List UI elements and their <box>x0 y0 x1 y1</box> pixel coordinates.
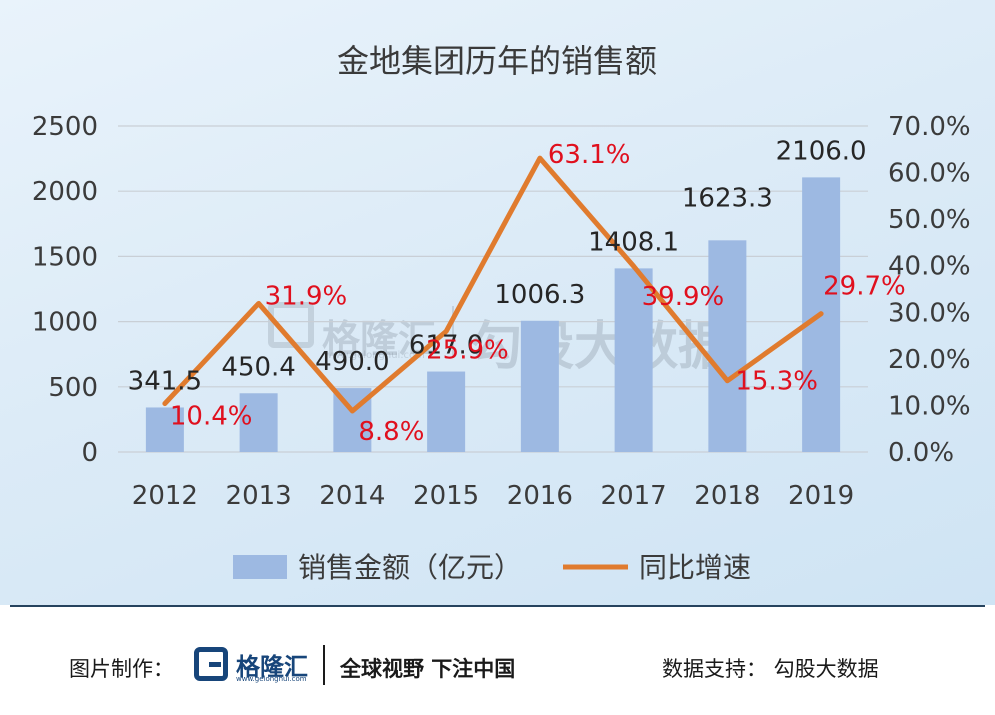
y-right-tick-label: 30.0% <box>888 298 971 328</box>
watermark-logo-icon <box>268 302 314 348</box>
gelonghui-logo-icon <box>194 647 228 681</box>
y-left-tick-label: 1000 <box>32 308 98 338</box>
bar <box>520 320 559 452</box>
bar <box>708 240 747 452</box>
x-tick-label: 2012 <box>132 481 198 511</box>
legend-bar-swatch <box>233 555 287 579</box>
growth-point <box>632 264 636 268</box>
watermark-source: 勾股大数据 <box>470 317 731 377</box>
y-right-tick-label: 20.0% <box>888 345 971 375</box>
growth-value-label: 39.9% <box>642 282 725 312</box>
y-right-tick-label: 60.0% <box>888 159 971 189</box>
growth-point <box>257 301 261 305</box>
bar-value-label: 2106.0 <box>776 136 867 166</box>
chart-area: 格隆汇 www.gelonghui.com 勾股大数据 金地集团历年的销售额 0 5… <box>0 0 995 605</box>
x-tick-label: 2017 <box>601 481 667 511</box>
footer: 图片制作： 格隆汇 www.gelonghui.com 全球视野 下注中国 数据… <box>0 607 995 715</box>
growth-line <box>162 155 824 414</box>
footer-credit-label: 图片制作： <box>69 657 174 681</box>
growth-value-label: 15.3% <box>735 367 818 397</box>
legend-bar-label: 销售金额（亿元） <box>298 551 522 584</box>
y-right-tick-label: 40.0% <box>888 252 971 282</box>
y-right-tick-label: 10.0% <box>888 391 971 421</box>
growth-value-label: 63.1% <box>548 140 631 170</box>
y-right-tick-label: 0.0% <box>888 438 954 468</box>
growth-value-label: 25.9% <box>426 335 509 365</box>
footer-divider <box>10 605 985 607</box>
growth-point <box>350 409 354 413</box>
bar <box>145 407 184 452</box>
growth-point <box>819 312 823 316</box>
bar <box>614 268 653 452</box>
y-left-tick-label: 2500 <box>32 112 98 142</box>
x-tick-label: 2016 <box>507 481 573 511</box>
growth-value-label: 29.7% <box>823 272 906 302</box>
growth-point <box>444 329 448 333</box>
growth-value-label: 31.9% <box>265 281 348 311</box>
chart-title: 金地集团历年的销售额 <box>337 42 657 80</box>
y-left-tick-label: 0 <box>81 438 98 468</box>
footer-separator <box>323 645 325 685</box>
watermark-divider <box>452 306 454 358</box>
bar-value-label: 617.0 <box>409 331 483 361</box>
growth-value-label: 10.4% <box>170 402 253 432</box>
y-left-tick-label: 2000 <box>32 177 98 207</box>
x-tick-label: 2015 <box>413 481 479 511</box>
combo-chart: 金地集团历年的销售额 0 500 1000 1500 2000 2500 0.0% 10.0% 2… <box>32 42 971 584</box>
y-left-tick-label: 500 <box>48 373 98 403</box>
y-right-tick-label: 70.0% <box>888 112 971 142</box>
y-right-tick-label: 50.0% <box>888 205 971 235</box>
footer-logo-url: www.gelonghui.com <box>236 675 307 683</box>
bar-value-label: 450.4 <box>221 352 295 382</box>
x-tick-label: 2013 <box>226 481 292 511</box>
bar-value-label: 341.5 <box>128 366 202 396</box>
bar <box>427 371 466 452</box>
growth-point <box>725 379 729 383</box>
bar <box>239 393 278 452</box>
x-tick-label: 2018 <box>694 481 760 511</box>
footer-logo-name: 格隆汇 <box>236 653 308 681</box>
legend-line-label: 同比增速 <box>639 551 751 584</box>
growth-point <box>163 402 167 406</box>
footer-source: 数据支持： 勾股大数据 <box>662 657 879 681</box>
x-tick-label: 2014 <box>319 481 385 511</box>
bar-value-label: 490.0 <box>315 347 389 377</box>
bar-value-label: 1006.3 <box>494 280 585 310</box>
footer-logo: 格隆汇 www.gelonghui.com <box>194 645 324 689</box>
bar-value-label: 1623.3 <box>682 183 773 213</box>
watermark-url: www.gelonghui.com <box>324 350 425 361</box>
growth-value-label: 8.8% <box>358 417 424 447</box>
x-tick-label: 2019 <box>788 481 854 511</box>
growth-point <box>538 156 542 160</box>
footer-slogan: 全球视野 下注中国 <box>340 657 516 681</box>
bar-value-label: 1408.1 <box>588 227 679 257</box>
y-left-tick-label: 1500 <box>32 242 98 272</box>
